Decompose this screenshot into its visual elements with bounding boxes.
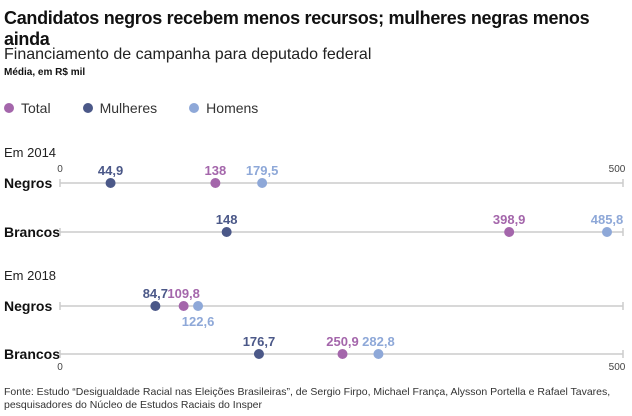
row-label: Brancos [4, 224, 60, 240]
x-tick-label: 0 [57, 164, 63, 175]
legend-label: Total [21, 100, 51, 116]
data-label: 250,9 [326, 334, 359, 349]
data-point-mulheres [150, 301, 161, 311]
data-label: 398,9 [493, 212, 526, 227]
data-label: 84,7 [143, 286, 168, 301]
chart-subtitle: Financiamento de campanha para deputado … [4, 46, 372, 63]
source-note: Fonte: Estudo “Desigualdade Racial nas E… [4, 386, 611, 411]
data-point-total [210, 178, 221, 188]
x-tick-label: 0 [57, 362, 63, 373]
data-point-mulheres [253, 349, 264, 359]
data-label: 122,6 [182, 314, 215, 329]
group-label: Em 2018 [4, 268, 56, 283]
data-point-total [504, 227, 515, 237]
data-label: 109,8 [167, 286, 200, 301]
legend-item-total: Total [4, 100, 51, 116]
x-tick-label: 500 [609, 362, 626, 373]
legend-dot-icon [4, 103, 14, 113]
legend-dot-icon [82, 103, 93, 113]
chart-title: Candidatos negros recebem menos recursos… [4, 8, 590, 49]
data-point-homens [602, 227, 613, 237]
data-label: 44,9 [98, 163, 123, 178]
data-point-homens [257, 178, 268, 188]
data-label: 176,7 [243, 334, 276, 349]
x-tick-label: 500 [609, 164, 626, 175]
legend-item-mulheres: Mulheres [82, 100, 158, 116]
data-label: 179,5 [246, 163, 279, 178]
data-point-homens [373, 349, 384, 359]
data-label: 282,8 [362, 334, 395, 349]
data-label: 148 [216, 212, 238, 227]
group-label: Em 2014 [4, 145, 56, 160]
data-point-mulheres [221, 227, 232, 237]
legend-label: Mulheres [99, 100, 158, 116]
unit-label: Média, em R$ mil [4, 67, 86, 78]
data-point-mulheres [105, 178, 116, 188]
data-point-homens [193, 301, 204, 311]
legend: Total Mulheres Homens [4, 100, 290, 116]
data-label: 138 [205, 163, 227, 178]
data-point-total [178, 301, 189, 311]
legend-item-homens: Homens [189, 100, 258, 116]
row-label: Negros [4, 298, 52, 314]
legend-dot-icon [189, 103, 200, 113]
row-label: Negros [4, 175, 52, 191]
row-label: Brancos [4, 346, 60, 362]
data-label: 485,8 [591, 212, 624, 227]
legend-label: Homens [206, 100, 259, 116]
data-point-total [337, 349, 348, 359]
